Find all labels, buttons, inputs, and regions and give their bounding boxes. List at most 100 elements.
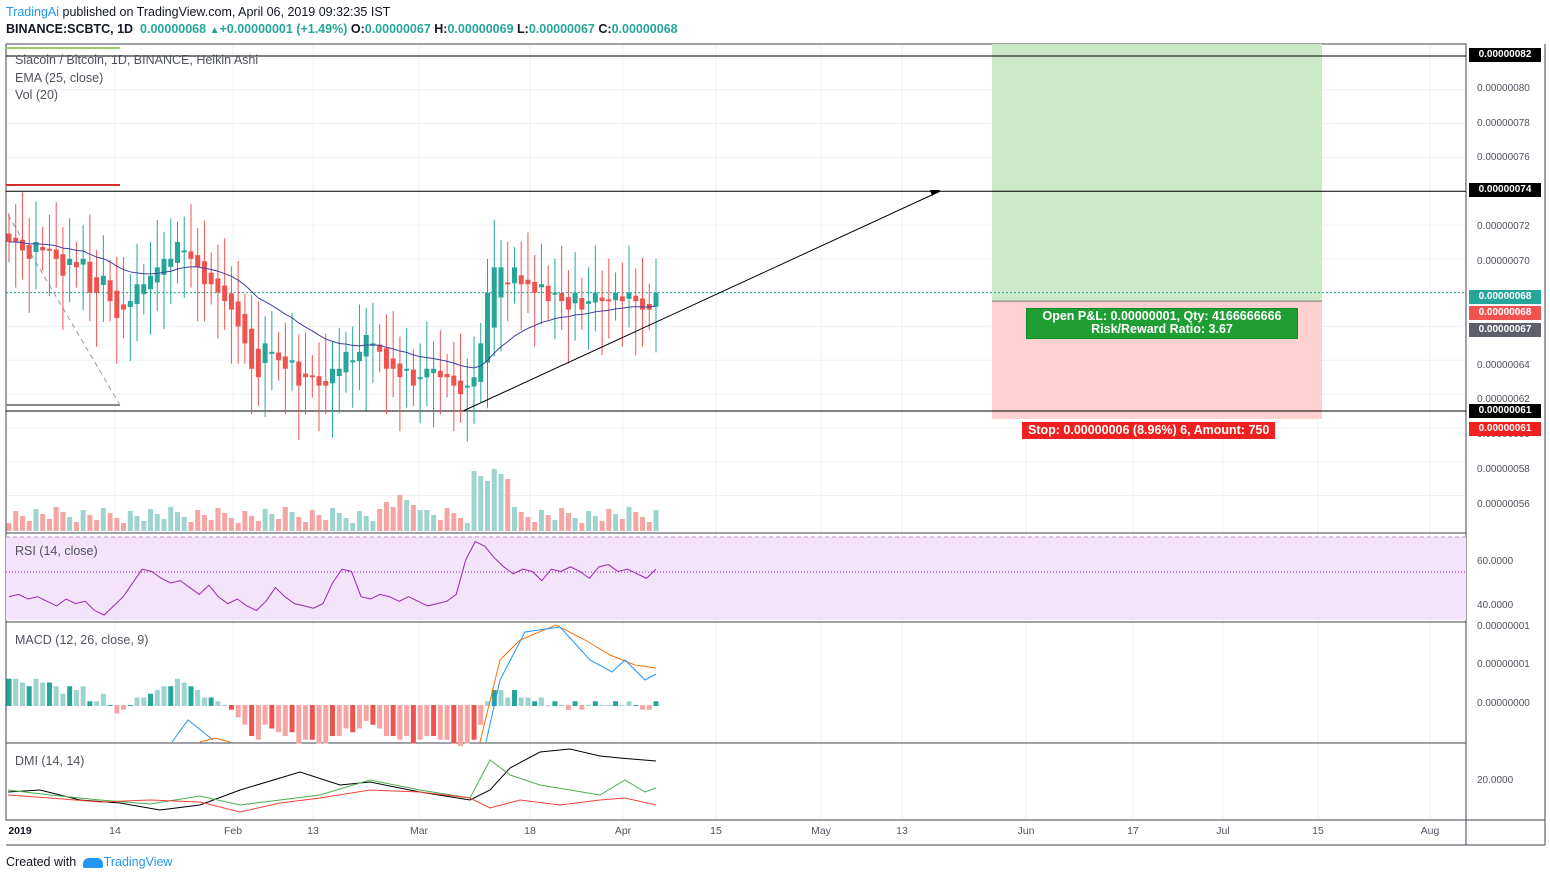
- price-axis-label: 0.00000078: [1477, 118, 1530, 129]
- candle-body: [282, 356, 288, 369]
- price-axis-label: 0.00000058: [1477, 464, 1530, 475]
- resistance-price-tag[interactable]: 0.00000074: [1469, 183, 1541, 197]
- volume-bar: [458, 518, 464, 531]
- macd-histogram-bar: [107, 705, 113, 706]
- publish-text: published on TradingView.com, April 06, …: [62, 5, 391, 19]
- macd-histogram-bar: [121, 705, 127, 710]
- rsi-band: [6, 537, 1466, 620]
- macd-histogram-bar: [60, 693, 66, 706]
- volume-bar: [73, 522, 79, 531]
- candle-body: [40, 246, 46, 251]
- volume-bar: [464, 523, 470, 531]
- macd-histogram-bar: [626, 701, 632, 706]
- volume-bar: [276, 519, 282, 531]
- macd-histogram-bar: [289, 705, 295, 733]
- macd-histogram-bar: [640, 705, 646, 710]
- candle-body: [215, 278, 221, 293]
- candle-body: [363, 334, 369, 357]
- target-price-tag[interactable]: 0.00000082: [1469, 48, 1541, 62]
- candle-body: [94, 277, 100, 293]
- macd-histogram-bar: [262, 705, 268, 725]
- volume-bar: [613, 514, 619, 531]
- candle-body: [262, 343, 268, 363]
- macd-histogram-bar: [53, 686, 59, 706]
- price-axis-label: 0.00000056: [1477, 499, 1530, 510]
- candle-body: [633, 295, 639, 302]
- volume-bar: [316, 515, 322, 531]
- macd-histogram-bar: [309, 705, 315, 740]
- volume-bar: [518, 512, 524, 531]
- footer-created: Created with: [6, 855, 77, 869]
- macd-histogram-bar: [471, 705, 477, 740]
- macd-histogram-bar: [100, 693, 106, 706]
- macd-histogram-bar: [404, 705, 410, 736]
- candle-body: [505, 282, 511, 285]
- macd-histogram-bar: [154, 690, 160, 706]
- candle-body: [458, 380, 464, 395]
- volume-bar: [350, 523, 356, 531]
- price-axis-label: 0.00000076: [1477, 152, 1530, 163]
- volume-bar: [437, 520, 443, 531]
- macd-histogram-bar: [431, 705, 437, 736]
- volume-bar: [228, 518, 234, 531]
- pnl-line-1: Open P&L: 0.00000001, Qty: 4166666666: [1042, 309, 1282, 323]
- volume-bar: [525, 517, 531, 531]
- volume-bar: [532, 522, 538, 531]
- volume-bar: [174, 512, 180, 531]
- tradingview-logo-icon: [82, 857, 103, 868]
- candle-body: [127, 301, 133, 307]
- x-axis-label: 13: [307, 825, 319, 837]
- volume-bar: [444, 508, 450, 531]
- volume-bar: [107, 513, 113, 531]
- open-pnl-label[interactable]: Open P&L: 0.00000001, Qty: 4166666666 Ri…: [1026, 308, 1298, 339]
- macd-axis-label: 0.00000000: [1477, 698, 1530, 709]
- candle-body: [107, 280, 113, 302]
- candle-body: [208, 272, 214, 285]
- macd-histogram-bar: [316, 705, 322, 744]
- macd-histogram-bar: [633, 705, 639, 706]
- candle-body: [417, 377, 423, 380]
- volume-bar: [255, 521, 261, 531]
- candle-body: [424, 368, 430, 378]
- volume-bar: [19, 516, 25, 531]
- candle-body: [255, 348, 261, 378]
- volume-bar: [410, 505, 416, 531]
- x-axis-label: 13: [896, 825, 908, 837]
- candle-body: [174, 241, 180, 263]
- signal-line: [479, 624, 657, 743]
- candle-body: [316, 376, 322, 386]
- volume-bar: [404, 500, 410, 531]
- candle-body: [154, 267, 160, 283]
- volume-bar: [343, 518, 349, 531]
- macd-histogram-bar: [505, 697, 511, 706]
- macd-histogram-bar: [249, 705, 255, 736]
- macd-histogram-bar: [397, 705, 403, 740]
- macd-histogram-bar: [26, 686, 32, 706]
- volume-bar: [249, 516, 255, 531]
- candle-body: [538, 284, 544, 288]
- candle-body: [269, 351, 275, 354]
- vol-legend: Vol (20): [15, 88, 59, 102]
- volume-bar: [195, 510, 201, 531]
- candle-body: [518, 275, 524, 285]
- candle-body: [464, 385, 470, 388]
- macd-histogram-bar: [94, 701, 100, 706]
- last-price-tag: 0.00000068: [1469, 290, 1541, 304]
- x-axis-label: Jul: [1216, 825, 1230, 837]
- macd-histogram-bar: [208, 697, 214, 706]
- volume-bar: [592, 516, 598, 531]
- macd-histogram-bar: [356, 705, 362, 729]
- stop-label[interactable]: Stop: 0.00000006 (8.96%) 6, Amount: 750: [1022, 422, 1276, 439]
- candle-body: [478, 343, 484, 382]
- footer-tradingview[interactable]: TradingView: [103, 855, 173, 869]
- last-price: 0.00000068: [140, 22, 207, 36]
- candle-body: [67, 258, 73, 265]
- support-price-tag[interactable]: 0.00000061: [1469, 404, 1541, 418]
- macd-histogram-bar: [6, 678, 12, 706]
- ohlc-low-key: L:: [517, 22, 529, 36]
- candle-body: [181, 250, 187, 253]
- macd-histogram-bar: [67, 686, 73, 706]
- macd-line: [485, 626, 657, 743]
- brand-name[interactable]: TradingAi: [6, 5, 60, 19]
